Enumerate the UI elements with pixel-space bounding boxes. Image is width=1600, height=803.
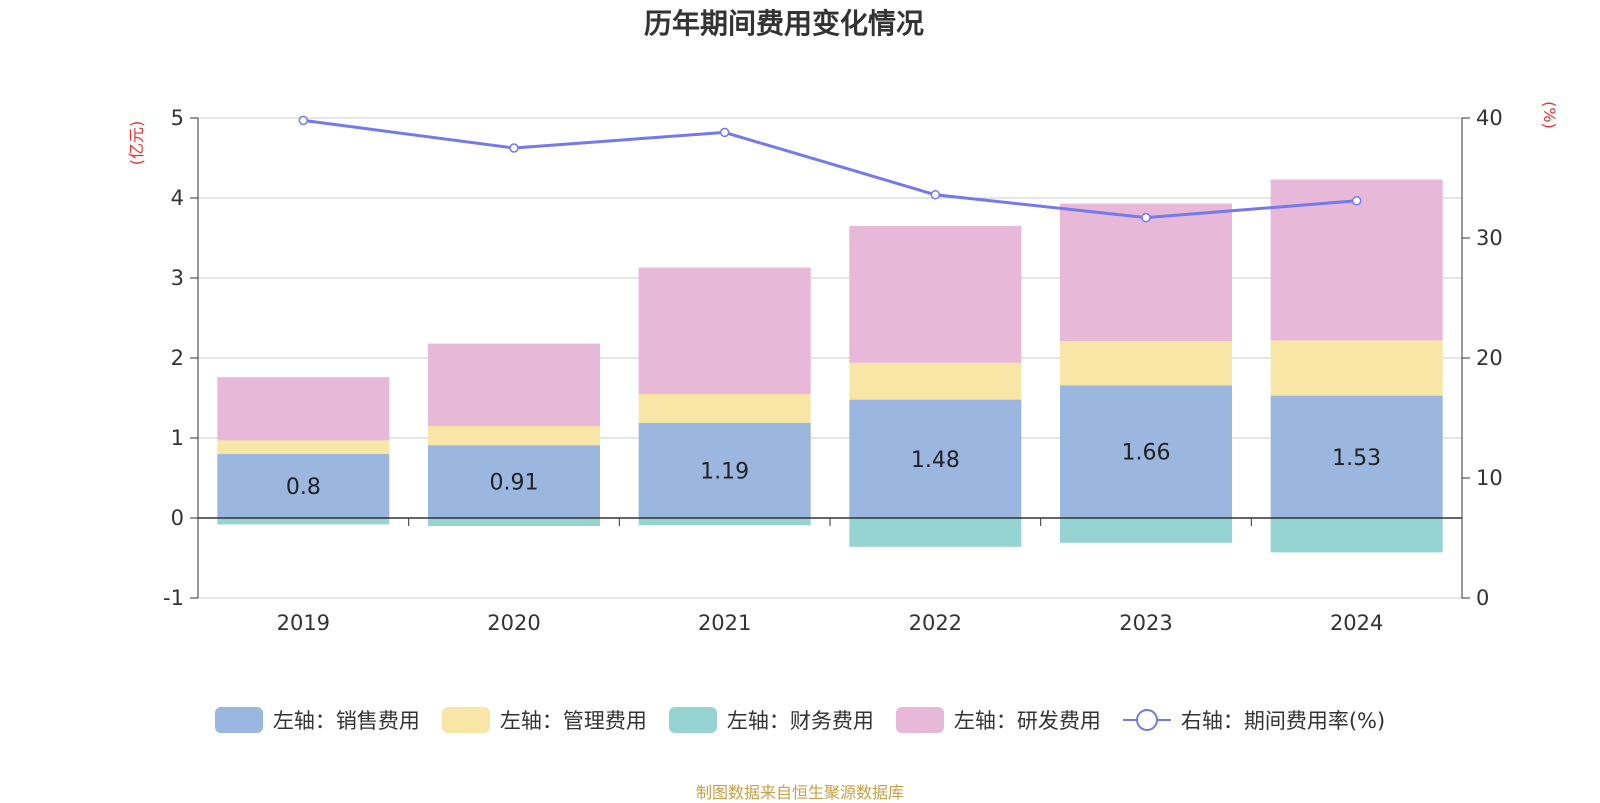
bar-value-label: 1.19: [700, 459, 749, 484]
bar-segment: [217, 518, 390, 525]
rate-point: [719, 127, 730, 138]
right-axis-unit: (%): [1540, 101, 1559, 129]
legend-label-finance: 左轴：财务费用: [726, 709, 874, 733]
bar-value-label: 0.91: [490, 471, 539, 496]
x-axis-tick-label: 2022: [909, 611, 962, 635]
bar-segment: [638, 267, 811, 394]
left-axis-tick-label: 0: [171, 506, 184, 530]
bar-segment: [1270, 340, 1443, 396]
bar-segment: [849, 226, 1022, 363]
right-axis-tick-label: 20: [1476, 346, 1503, 370]
rate-line-path: [303, 118, 1357, 220]
bar-value-label: 1.53: [1332, 446, 1381, 471]
x-axis-tick-label: 2019: [277, 611, 330, 635]
bar-segment: [428, 426, 600, 446]
legend-swatch-admin: [441, 707, 490, 733]
legend-swatch-rnd: [895, 707, 944, 733]
left-axis-tick-label: 2: [171, 346, 184, 370]
legend-item-rnd[interactable]: 左轴：研发费用: [895, 705, 1101, 735]
legend-item-finance[interactable]: 左轴：财务费用: [668, 705, 874, 735]
bar-segment: [638, 422, 811, 518]
left-axis-unit: (亿元): [127, 121, 146, 166]
bar-segment: [1060, 518, 1232, 543]
bar-value-label: 1.48: [911, 448, 960, 473]
bar-segment: [1060, 341, 1232, 386]
right-axis-tick-label: 0: [1476, 586, 1489, 610]
rate-point: [1141, 212, 1151, 223]
bar-segment: [428, 518, 600, 526]
bar-segment: [217, 440, 390, 454]
bar-segment: [638, 518, 811, 526]
rate-point: [930, 190, 941, 200]
legend-item-admin[interactable]: 左轴：管理费用: [441, 705, 647, 735]
legend: 左轴：销售费用 左轴：管理费用 左轴：财务费用 左轴：研发费用 右轴：期间费用率…: [0, 705, 1600, 735]
left-axis-tick-label: 4: [171, 186, 184, 210]
chart-title: 历年期间费用变化情况: [644, 7, 924, 40]
legend-label-admin: 左轴：管理费用: [499, 709, 647, 733]
x-axis-tick-label: 2021: [698, 611, 751, 635]
data-source: 制图数据来自恒生聚源数据库: [695, 783, 904, 802]
bar-segment: [638, 394, 811, 423]
x-axis-tick-label: 2020: [487, 611, 540, 635]
legend-item-sales[interactable]: 左轴：销售费用: [214, 705, 420, 735]
rate-point: [1351, 196, 1362, 206]
bar-segment: [1060, 385, 1232, 518]
bar-segment: [1270, 395, 1443, 518]
x-axis-tick-label: 2024: [1330, 611, 1383, 635]
legend-swatch-finance: [668, 707, 717, 733]
bar-segment: [428, 445, 600, 518]
left-axis-tick-label: 5: [171, 106, 184, 130]
x-axis-tick-label: 2023: [1119, 611, 1172, 635]
legend-label-rnd: 左轴：研发费用: [953, 709, 1101, 733]
bars: [217, 179, 1443, 553]
grid: [198, 117, 1462, 599]
legend-label-rate: 右轴：期间费用率(%): [1180, 709, 1386, 733]
left-axis-tick-label: 1: [171, 426, 184, 450]
left-axis-tick-label: 3: [171, 266, 184, 290]
rate-point: [298, 115, 309, 126]
bar-segment: [1270, 518, 1443, 553]
bar-value-label: 1.66: [1122, 441, 1171, 466]
bar-segment: [849, 518, 1022, 547]
bar-segment: [849, 362, 1022, 400]
rate-line: [298, 115, 1362, 223]
bar-segment: [1060, 203, 1232, 342]
rate-point: [509, 143, 519, 153]
left-axis-tick-label: -1: [163, 586, 184, 610]
bar-segment: [217, 377, 390, 441]
legend-label-sales: 左轴：销售费用: [272, 709, 420, 733]
right-axis-tick-label: 10: [1476, 466, 1503, 490]
bar-value-label: 0.8: [286, 475, 321, 500]
legend-line-marker-icon: [1122, 709, 1171, 731]
legend-item-rate[interactable]: 右轴：期间费用率(%): [1122, 705, 1386, 735]
data-labels: 0.8 0.91 1.19 1.48 1.66 1.53: [286, 441, 1381, 500]
right-axis-tick-label: 30: [1476, 226, 1503, 250]
legend-swatch-sales: [214, 707, 263, 733]
right-axis-tick-label: 40: [1476, 106, 1503, 130]
bar-segment: [428, 343, 600, 426]
bar-segment: [849, 399, 1022, 518]
bar-segment: [217, 454, 390, 518]
